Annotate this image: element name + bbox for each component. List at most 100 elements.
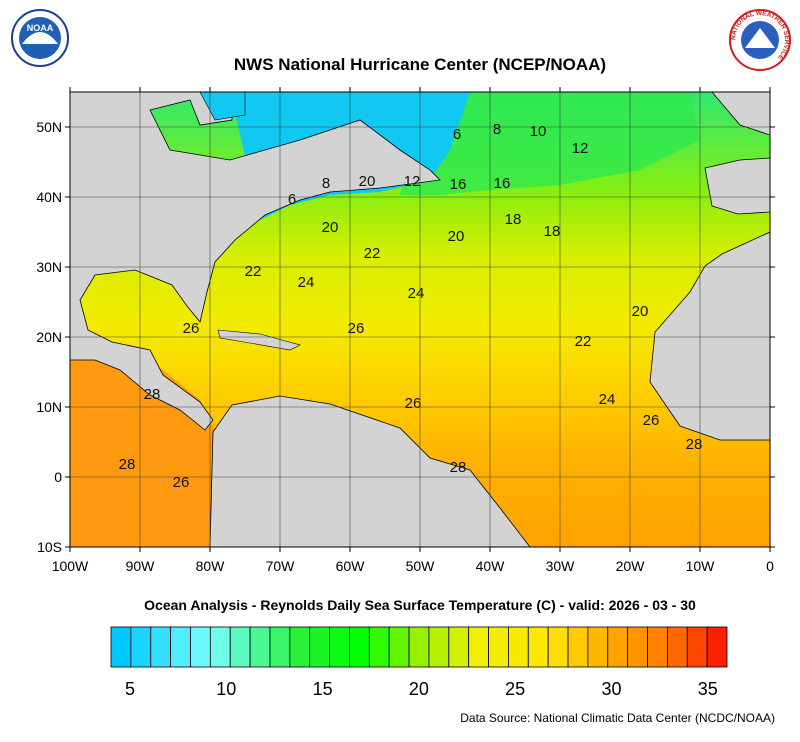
lon-label: 10W xyxy=(686,558,716,574)
colorbar-box xyxy=(110,626,132,668)
lon-label: 40W xyxy=(476,558,506,574)
colorbar: 5 10 15 20 25 30 35 xyxy=(110,626,728,699)
colorbar-box xyxy=(349,626,370,668)
grid xyxy=(70,92,770,547)
lon-label: 100W xyxy=(52,558,89,574)
iberia xyxy=(704,157,770,215)
colorbar-label: 20 xyxy=(409,679,429,699)
colorbar-box xyxy=(686,626,708,668)
map: 6 8 10 12 6 8 20 12 16 16 18 18 20 22 20 22 24 24 20 26 26 22… xyxy=(70,92,770,547)
colorbar-box xyxy=(448,626,470,668)
contour-label: 26 xyxy=(405,395,422,412)
colorbar-label: 5 xyxy=(125,679,135,699)
colorbar-box xyxy=(368,626,390,668)
contour-label: 28 xyxy=(119,456,136,473)
colorbar-label: 30 xyxy=(601,679,621,699)
colorbar-box xyxy=(289,626,311,668)
lat-label: 40N xyxy=(36,189,62,205)
colorbar-box xyxy=(627,626,648,668)
colorbar-label: 10 xyxy=(216,679,236,699)
contour-label: 16 xyxy=(494,175,511,192)
contour-label: 22 xyxy=(575,333,592,350)
colorbar-box xyxy=(150,626,172,668)
colorbar-box xyxy=(249,626,271,668)
colorbar-label: 35 xyxy=(698,679,718,699)
contour-label: 22 xyxy=(364,245,381,262)
south-america xyxy=(209,395,531,547)
colorbar-box xyxy=(309,626,330,668)
contour-label: 20 xyxy=(359,173,376,190)
lat-label: 50N xyxy=(36,119,62,135)
caribbean-islands xyxy=(217,329,301,351)
colorbar-box xyxy=(527,626,549,668)
contour-label: 24 xyxy=(298,274,315,291)
contour-label: 16 xyxy=(450,176,467,193)
contour-label: 22 xyxy=(245,263,262,280)
colorbar-box xyxy=(666,626,688,668)
lat-label: 20N xyxy=(36,329,62,345)
caption: Ocean Analysis - Reynolds Daily Sea Surf… xyxy=(144,597,696,613)
contour-label: 28 xyxy=(144,386,161,403)
colorbar-box xyxy=(488,626,509,668)
noaa-logo: NOAA xyxy=(11,9,69,67)
colorbar-box xyxy=(209,626,231,668)
colorbar-box xyxy=(190,626,211,668)
contour-label: 24 xyxy=(408,285,425,302)
contour-label: 20 xyxy=(322,219,339,236)
contour-label: 10 xyxy=(530,123,547,140)
lat-label: 10N xyxy=(36,399,62,415)
colorbar-box xyxy=(170,626,191,668)
colorbar-label: 15 xyxy=(313,679,333,699)
colorbar-box xyxy=(647,626,668,668)
lon-label: 50W xyxy=(406,558,436,574)
axes: 50N 40N 30N 20N 10N 0 10S 100W 90W 80W 70W 60W 50W 40… xyxy=(36,87,775,574)
contour-label: 28 xyxy=(686,436,703,453)
colorbar-box xyxy=(567,626,589,668)
noaa-logo-text: NOAA xyxy=(27,23,54,33)
contour-label: 24 xyxy=(599,391,616,408)
contour-label: 12 xyxy=(404,173,421,190)
lon-label: 20W xyxy=(616,558,646,574)
colorbar-box xyxy=(607,626,629,668)
lat-label: 30N xyxy=(36,259,62,275)
contour-labels: 6 8 10 12 6 8 20 12 16 16 18 18 20 22 20 22 24 24 20 26 26 22… xyxy=(119,121,703,491)
contour-label: 20 xyxy=(632,303,649,320)
cool-water xyxy=(400,92,700,195)
contour-label: 6 xyxy=(288,191,296,208)
colorbar-box xyxy=(229,626,251,668)
contour-label: 12 xyxy=(572,140,589,157)
lon-label: 30W xyxy=(546,558,576,574)
contour-label: 26 xyxy=(643,412,660,429)
contour-label: 28 xyxy=(450,459,467,476)
lat-label: 10S xyxy=(37,539,62,555)
colorbar-box xyxy=(587,626,609,668)
title: NWS National Hurricane Center (NCEP/NOAA… xyxy=(234,55,606,74)
colorbar-box xyxy=(329,626,350,668)
europe xyxy=(711,92,770,136)
source: Data Source: National Climatic Data Cent… xyxy=(460,711,775,725)
colorbar-box xyxy=(508,626,529,668)
colorbar-box xyxy=(130,626,152,668)
lon-label: 90W xyxy=(126,558,156,574)
contour-label: 18 xyxy=(505,211,522,228)
colorbar-box xyxy=(428,626,450,668)
colorbar-box xyxy=(706,626,728,668)
nws-logo: NATIONAL WEATHER SERVICE xyxy=(729,9,791,71)
contour-label: 18 xyxy=(544,223,561,240)
contour-label: 8 xyxy=(322,175,330,192)
lon-label: 0 xyxy=(766,558,774,574)
colorbar-box xyxy=(408,626,430,668)
contour-label: 6 xyxy=(453,126,461,143)
contour-label: 26 xyxy=(183,320,200,337)
contour-label: 20 xyxy=(448,228,465,245)
colorbar-box xyxy=(269,626,291,668)
contour-label: 26 xyxy=(173,474,190,491)
lon-label: 60W xyxy=(336,558,366,574)
lat-label: 0 xyxy=(54,469,62,485)
contour-label: 26 xyxy=(348,320,365,337)
lon-label: 70W xyxy=(266,558,296,574)
colorbar-box xyxy=(388,626,410,668)
contour-label: 8 xyxy=(493,121,501,138)
lon-label: 80W xyxy=(196,558,226,574)
